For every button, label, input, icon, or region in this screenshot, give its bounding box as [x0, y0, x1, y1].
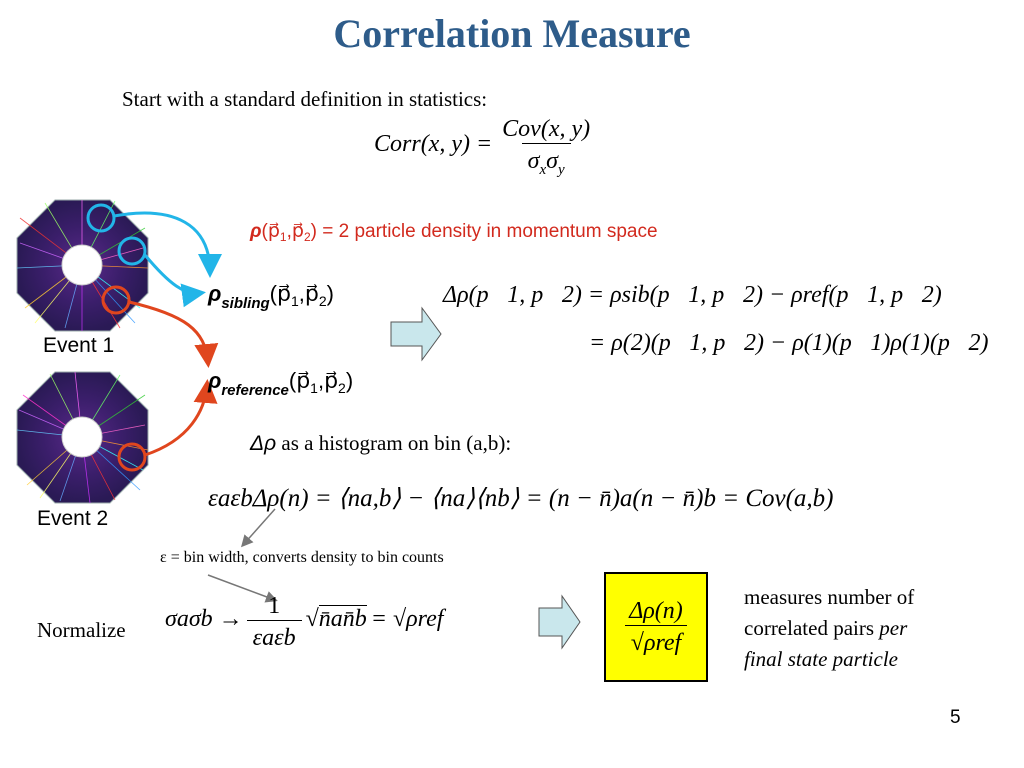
- page-number: 5: [950, 707, 961, 728]
- event1-label: Event 1: [43, 334, 115, 357]
- boxed-rho-ref: ρref: [643, 629, 682, 656]
- boxed-numerator: Δρ(n): [629, 597, 683, 624]
- orange-arrow-1: [128, 300, 219, 368]
- orange-track-circle-1: [101, 285, 131, 315]
- measures-line2: correlated pairs per: [744, 613, 914, 644]
- cyan-track-circle-2: [117, 236, 147, 266]
- histogram-label: Δρ as a histogram on bin (a,b):: [250, 431, 511, 456]
- orange-arrow-2: [144, 379, 218, 457]
- histogram-label-text: as a histogram on bin (a,b):: [281, 431, 512, 455]
- boxed-denominator: √ρref: [624, 624, 688, 657]
- rho-reference-subscript: reference: [221, 382, 289, 399]
- delta-rho-line2: = ρ(2)(p⃗1, p⃗2) − ρ(1)(p⃗1)ρ(1)(p⃗2): [589, 330, 989, 356]
- cyan-arrow-1: [113, 211, 222, 278]
- event2-label: Event 2: [37, 507, 109, 530]
- measures-line2-plain: correlated pairs: [744, 616, 875, 640]
- corr-denominator: σxσy: [521, 143, 571, 179]
- rho-sibling-symbol: ρ: [208, 281, 222, 306]
- corr-equation: Corr(x, y) = Cov(x, y) σxσy: [374, 116, 596, 179]
- orange-track-circle-2: [117, 442, 147, 472]
- histogram-equation: εaεbΔρ(n) = ⟨na,b⟩ − ⟨na⟩⟨nb⟩ = (n − n̄)…: [208, 485, 834, 512]
- rho-reference-label: ρreference(p⃗1,p⃗2): [208, 368, 353, 399]
- density-text: = 2 particle density in momentum space: [322, 221, 658, 242]
- normalize-frac-den: εaεb: [246, 620, 302, 652]
- epsilon-note: ε = bin width, converts density to bin c…: [160, 549, 444, 566]
- normalize-lhs: σaσb →: [165, 606, 243, 633]
- block-arrow-1: [390, 306, 442, 362]
- cyan-arrow-2: [143, 254, 206, 308]
- normalize-equation: σaσb → 1 εaεb √n̄an̄b = √ρref: [165, 593, 443, 652]
- measures-line1: measures number of: [744, 585, 915, 609]
- slide-title: Correlation Measure: [333, 11, 691, 56]
- cyan-track-circle-1: [86, 203, 116, 233]
- corr-fraction: Cov(x, y) σxσy: [496, 116, 596, 179]
- epsilon-arrow-down: [207, 574, 278, 603]
- rho-reference-args: (p⃗1,p⃗2): [288, 368, 354, 396]
- normalize-sqrt-content: n̄an̄b: [318, 605, 367, 633]
- histogram-delta-rho: Δρ: [250, 432, 277, 455]
- rho-sibling-subscript: sibling: [221, 295, 270, 312]
- rho-sibling-label: ρsibling(p⃗1,p⃗2): [208, 281, 334, 312]
- epsilon-arrow-up: [241, 508, 276, 548]
- event1-detector-image: [16, 199, 149, 332]
- measures-line2-italic: per: [879, 616, 908, 640]
- measures-text: measures number of correlated pairs per …: [744, 582, 914, 675]
- normalize-fraction: 1 εaεb: [246, 593, 302, 652]
- block-arrow-2: [538, 594, 581, 650]
- delta-rho-line1: Δρ(p⃗1, p⃗2) = ρsib(p⃗1, p⃗2) − ρref(p⃗1…: [443, 282, 942, 308]
- normalize-sqrt-sign: √: [305, 606, 319, 633]
- boxed-result: Δρ(n) √ρref: [604, 572, 708, 682]
- event2-detector-image: [16, 371, 149, 504]
- intro-text: Start with a standard definition in stat…: [122, 87, 488, 111]
- density-definition: ρ(p⃗1,p⃗2) = 2 particle density in momen…: [250, 220, 658, 244]
- normalize-label: Normalize: [37, 618, 126, 642]
- rho-reference-symbol: ρ: [208, 368, 222, 393]
- rho-sibling-args: (p⃗1,p⃗2): [269, 281, 334, 309]
- boxed-fraction: Δρ(n) √ρref: [623, 598, 689, 657]
- normalize-rhs: = √ρref: [370, 606, 444, 633]
- corr-lhs: Corr(x, y) =: [374, 131, 493, 158]
- normalize-frac-num: 1: [268, 593, 281, 619]
- measures-line3: final state particle: [744, 647, 898, 671]
- corr-numerator: Cov(x, y): [502, 116, 591, 142]
- density-rho: ρ: [250, 221, 262, 242]
- density-args: (p⃗1,p⃗2): [261, 221, 317, 244]
